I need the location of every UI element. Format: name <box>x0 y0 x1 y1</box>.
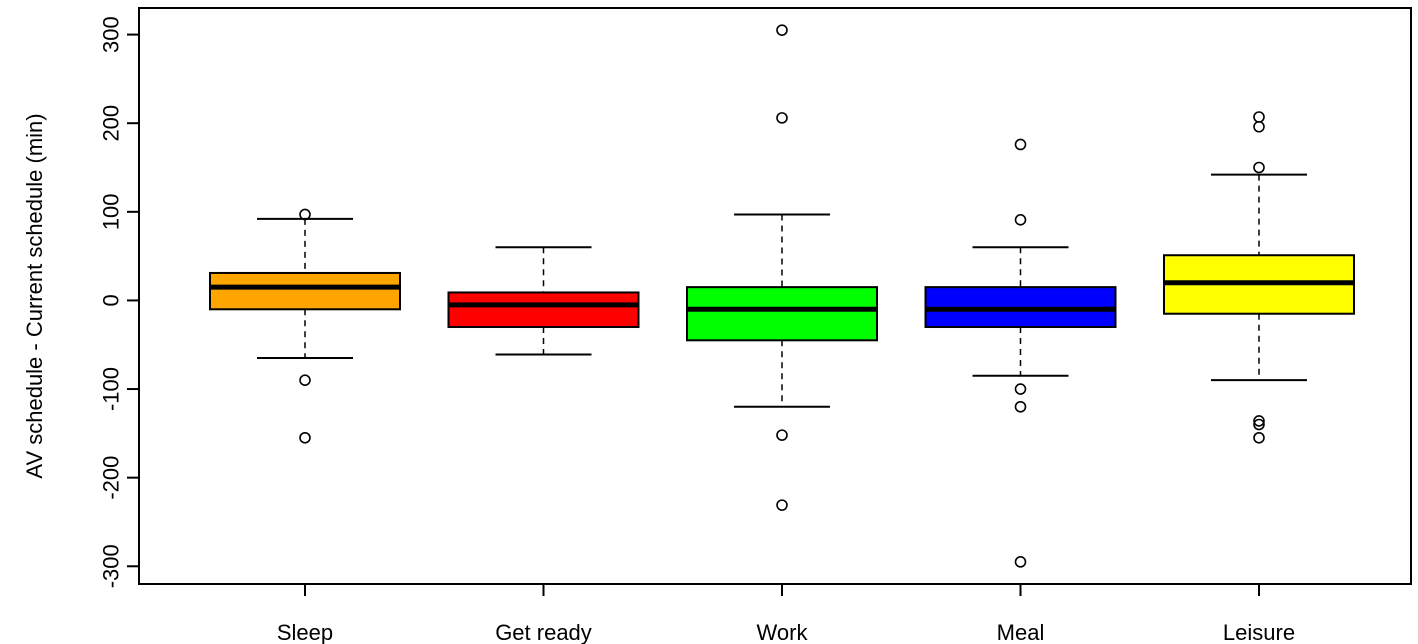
box-sleep <box>209 208 401 444</box>
box-leisure <box>1163 111 1355 444</box>
x-axis: Sleep Get ready Work Meal Leisure <box>277 583 1295 644</box>
outlier-point <box>1253 111 1265 123</box>
y-tick-label: 300 <box>99 16 124 53</box>
y-axis: -300 -200 -100 0 100 200 300 <box>99 16 140 588</box>
x-tick-label: Meal <box>997 620 1045 644</box>
y-tick-label: -100 <box>99 367 124 411</box>
outlier-point <box>1253 418 1265 431</box>
outlier-point <box>1253 120 1265 133</box>
y-tick-label: -300 <box>99 544 124 588</box>
y-axis-title: AV schedule - Current schedule (min) <box>22 113 47 478</box>
box-iqr <box>209 271 401 311</box>
outlier-point <box>299 431 311 444</box>
outlier-point <box>776 499 788 511</box>
y-tick-label: 100 <box>99 193 124 230</box>
outlier-point <box>776 112 788 124</box>
y-tick-label: 200 <box>99 105 124 142</box>
outlier-point <box>1253 415 1265 427</box>
outlier-point <box>1014 556 1027 568</box>
y-tick-label: 0 <box>99 294 124 306</box>
y-tick-label: -200 <box>99 456 124 500</box>
outlier-point <box>1014 383 1027 395</box>
outlier-point <box>776 429 788 441</box>
box-get-ready <box>447 246 640 356</box>
outlier-point <box>1014 400 1027 413</box>
outlier-point <box>776 24 788 36</box>
boxes <box>209 24 1355 568</box>
box-iqr <box>686 286 878 342</box>
x-tick-label: Get ready <box>495 620 592 644</box>
x-tick-label: Sleep <box>277 620 333 644</box>
outlier-point <box>1253 431 1265 444</box>
box-iqr <box>447 291 640 329</box>
outlier-point <box>1014 138 1027 151</box>
box-meal <box>924 138 1117 568</box>
x-tick-label: Work <box>757 620 809 644</box>
outlier-point <box>1014 213 1027 226</box>
outlier-point <box>1253 161 1265 174</box>
x-tick-label: Leisure <box>1223 620 1295 644</box>
outlier-point <box>299 374 311 386</box>
outlier-point <box>299 208 311 221</box>
box-work <box>686 24 878 511</box>
